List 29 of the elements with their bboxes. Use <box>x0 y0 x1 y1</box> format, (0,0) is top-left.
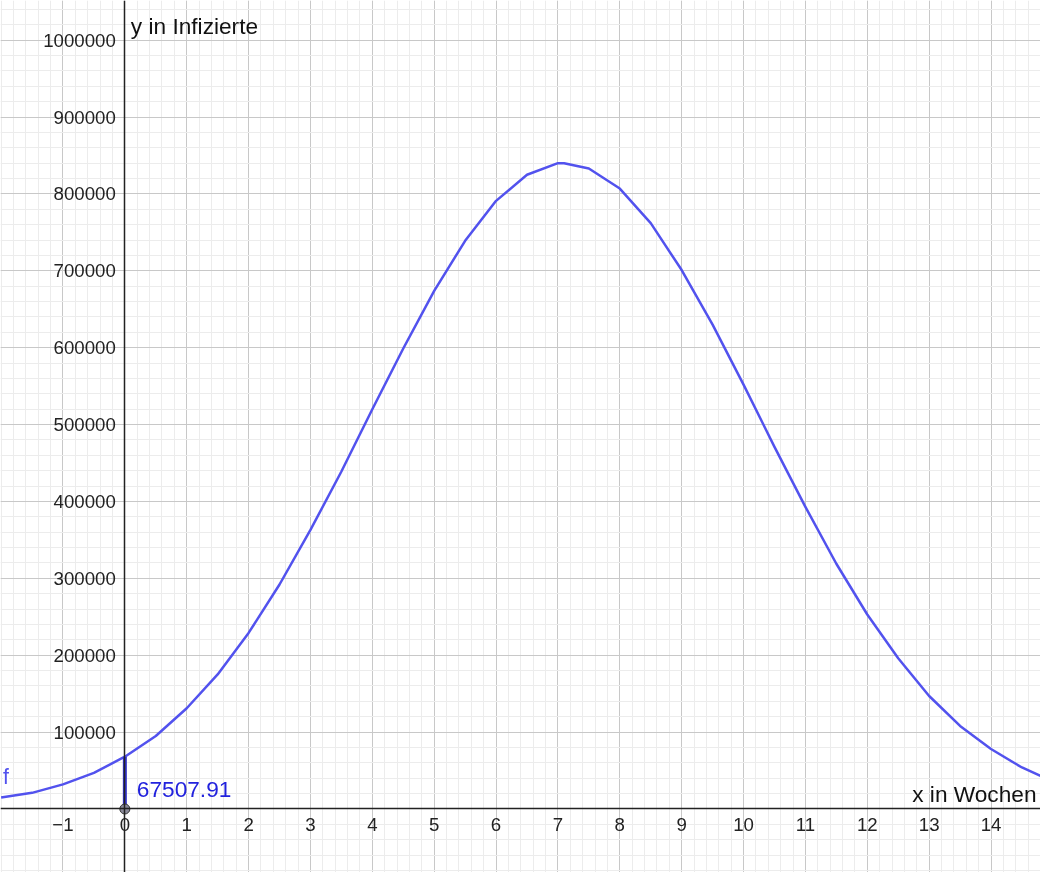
series-label: f <box>3 765 10 790</box>
x-tick-label: 11 <box>795 814 816 835</box>
x-tick-label: 5 <box>429 814 440 835</box>
y-tick-label: 800000 <box>53 183 116 205</box>
y-tick-label: 200000 <box>53 644 116 666</box>
x-axis-title: x in Wochen <box>912 781 1037 807</box>
x-tick-label: 7 <box>552 814 564 835</box>
x-tick-label: 10 <box>733 814 754 835</box>
x-tick-label: 2 <box>243 814 254 835</box>
y-axis-title: y in Infizierte <box>130 12 259 39</box>
x-tick-label: 8 <box>614 814 625 835</box>
annotation: 67507.91 <box>136 776 232 803</box>
x-tick-label: −1 <box>52 814 74 835</box>
x-tick-label: 9 <box>676 814 687 835</box>
x-tick-label: 14 <box>980 814 1002 835</box>
x-tick-label: 4 <box>367 814 378 835</box>
y-tick-label: 600000 <box>53 337 116 359</box>
y-tick-label: 700000 <box>53 260 116 282</box>
y-tick-label: 1000000 <box>43 29 116 51</box>
x-tick-label: 3 <box>305 814 316 835</box>
x-tick-label: 6 <box>490 814 502 835</box>
x-tick-label: 13 <box>918 814 940 835</box>
y-tick-label: 900000 <box>53 106 116 128</box>
x-tick-label: 1 <box>181 814 192 835</box>
y-tick-label: 100000 <box>53 721 116 743</box>
x-tick-label: 12 <box>856 814 878 835</box>
y-tick-label: 500000 <box>53 414 116 436</box>
y-tick-label: 400000 <box>53 490 116 512</box>
y-tick-label: 300000 <box>53 567 116 589</box>
